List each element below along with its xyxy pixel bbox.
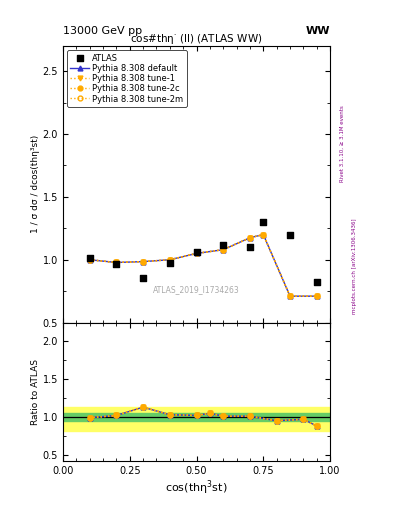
Pythia 8.308 tune-2m [141,259,145,265]
Text: WW: WW [306,26,330,36]
Pythia 8.308 tune-2c [194,250,199,257]
Title: cos#th$\mathdefault{\eta}^{\mathdefault{\cdot}}$ (ll) (ATLAS WW): cos#th$\mathdefault{\eta}^{\mathdefault{… [130,32,263,46]
ATLAS [220,241,226,249]
Pythia 8.308 default [261,231,266,238]
Pythia 8.308 tune-2m [194,250,199,257]
Pythia 8.308 tune-2c [87,257,92,263]
Pythia 8.308 default [221,247,226,253]
Pythia 8.308 tune-2c [114,260,119,266]
Pythia 8.308 tune-2c [314,293,319,299]
Pythia 8.308 tune-2c [288,293,292,299]
ATLAS [86,254,93,263]
Pythia 8.308 tune-2c [141,259,145,265]
Line: Pythia 8.308 tune-2m: Pythia 8.308 tune-2m [87,232,319,298]
ATLAS [247,243,253,251]
Pythia 8.308 tune-1 [194,250,199,257]
Pythia 8.308 default [167,257,172,263]
Pythia 8.308 tune-1 [288,293,292,299]
Text: mcplots.cern.ch [arXiv:1306.3436]: mcplots.cern.ch [arXiv:1306.3436] [352,219,357,314]
Pythia 8.308 tune-2m [314,293,319,299]
Pythia 8.308 tune-2c [248,234,252,241]
Pythia 8.308 tune-2m [114,260,119,266]
ATLAS [140,274,146,282]
Pythia 8.308 default [87,257,92,263]
Text: Rivet 3.1.10, ≥ 3.1M events: Rivet 3.1.10, ≥ 3.1M events [340,105,345,182]
Pythia 8.308 default [314,293,319,299]
Pythia 8.308 tune-1 [261,231,266,238]
Pythia 8.308 default [288,293,292,299]
Pythia 8.308 tune-2m [288,293,292,299]
ATLAS [260,218,266,226]
Pythia 8.308 tune-1 [314,293,319,299]
Pythia 8.308 tune-1 [114,260,119,266]
Pythia 8.308 tune-1 [167,257,172,263]
Y-axis label: Ratio to ATLAS: Ratio to ATLAS [31,359,40,424]
Pythia 8.308 default [141,259,145,265]
Y-axis label: 1 / σ dσ / dcos(thη³st): 1 / σ dσ / dcos(thη³st) [31,135,40,233]
Pythia 8.308 tune-2c [167,257,172,263]
Pythia 8.308 tune-1 [248,234,252,241]
Pythia 8.308 default [114,260,119,266]
ATLAS [287,230,293,239]
ATLAS [193,247,200,255]
Pythia 8.308 tune-2m [261,231,266,238]
Pythia 8.308 default [194,250,199,257]
Pythia 8.308 tune-2m [248,234,252,241]
Pythia 8.308 tune-2m [221,247,226,253]
Line: Pythia 8.308 tune-2c: Pythia 8.308 tune-2c [87,232,319,298]
ATLAS [113,260,119,268]
Line: Pythia 8.308 tune-1: Pythia 8.308 tune-1 [87,232,319,298]
ATLAS [167,259,173,267]
Text: ATLAS_2019_I1734263: ATLAS_2019_I1734263 [153,285,240,294]
Pythia 8.308 tune-2m [167,257,172,263]
Pythia 8.308 tune-2c [261,231,266,238]
Legend: ATLAS, Pythia 8.308 default, Pythia 8.308 tune-1, Pythia 8.308 tune-2c, Pythia 8: ATLAS, Pythia 8.308 default, Pythia 8.30… [67,50,187,107]
ATLAS [314,278,320,286]
Line: Pythia 8.308 default: Pythia 8.308 default [87,232,319,298]
Pythia 8.308 tune-1 [87,257,92,263]
Bar [63,407,330,431]
Pythia 8.308 tune-2m [87,257,92,263]
Pythia 8.308 tune-1 [141,259,145,265]
Text: 13000 GeV pp: 13000 GeV pp [63,26,142,36]
X-axis label: cos(th$\mathdefault{\eta}^3$st): cos(th$\mathdefault{\eta}^3$st) [165,478,228,497]
Bar [63,413,330,421]
Pythia 8.308 tune-2c [221,247,226,253]
Pythia 8.308 default [248,234,252,241]
Pythia 8.308 tune-1 [221,247,226,253]
